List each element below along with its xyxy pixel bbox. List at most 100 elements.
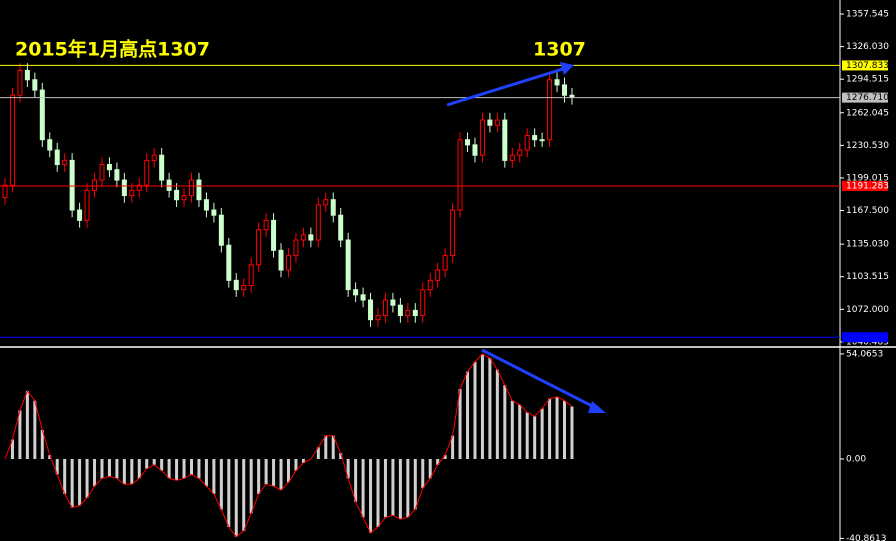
candle-body [278, 249, 284, 271]
candle-body [554, 79, 560, 86]
histogram-bar [272, 458, 276, 487]
y-tick-label: -40.8613 [846, 534, 886, 541]
candle-body [375, 315, 381, 321]
candle-body [524, 135, 530, 151]
candle-body [99, 164, 105, 181]
histogram-bar [249, 458, 253, 514]
signal-line [4, 353, 573, 538]
candle-body [39, 89, 45, 141]
candle-body [256, 229, 262, 266]
candle-body [569, 94, 575, 98]
candle-body [211, 209, 217, 216]
level-label-box [842, 180, 888, 191]
histogram-bar [25, 390, 29, 459]
histogram-bar [107, 458, 111, 477]
histogram-bar [473, 361, 477, 459]
y-tick-label: 1262.045 [846, 108, 889, 118]
candle-body [405, 309, 411, 317]
histogram-bar [339, 453, 343, 459]
histogram-bar [137, 458, 141, 479]
y-tick-label: 1357.545 [846, 10, 889, 20]
histogram-bar [33, 400, 37, 459]
histogram-bar [570, 406, 574, 459]
candle-body [2, 184, 8, 199]
y-tick-label: 1167.500 [846, 206, 889, 216]
histogram-bar [160, 458, 164, 471]
histogram-bar [518, 404, 522, 459]
candle-body [159, 154, 165, 181]
histogram-bar [383, 458, 387, 518]
candle-body [547, 79, 553, 141]
histogram-bar [443, 455, 447, 459]
candle-body [479, 119, 485, 156]
histogram-bar [488, 357, 492, 459]
candle-body [136, 184, 142, 191]
histogram-bar [480, 354, 484, 459]
candle-body [84, 189, 90, 221]
candle-body [315, 204, 321, 241]
histogram-bar [316, 447, 320, 459]
histogram-bar [301, 458, 305, 463]
histogram-bar [130, 458, 134, 485]
arrow-head [560, 62, 574, 75]
candle-body [129, 189, 135, 197]
y-tick-label: 54.0653 [846, 349, 883, 359]
histogram-bar [540, 408, 544, 459]
candle-body [330, 199, 336, 216]
candle-body [106, 164, 112, 171]
histogram-bar [369, 458, 373, 533]
candle-body [308, 234, 314, 241]
candle-body [457, 139, 463, 211]
histogram-bar [93, 458, 97, 487]
candle-body [539, 139, 545, 142]
annotation: 2015年1月高点1307 [15, 38, 210, 61]
histogram-bar [503, 385, 507, 459]
level-label: 1276.710 [846, 93, 889, 103]
candle-body [248, 264, 254, 287]
candle-body [62, 159, 68, 166]
histogram-bar [331, 435, 335, 459]
histogram-bar [145, 458, 149, 469]
histogram-bar [421, 458, 425, 489]
y-tick-label: 1294.515 [846, 75, 889, 85]
candle-body [502, 119, 508, 161]
histogram-bar [525, 412, 529, 459]
candle-body [203, 199, 209, 211]
histogram-bar [167, 458, 171, 479]
y-tick-label: 1072.000 [846, 305, 889, 315]
candle-body [465, 139, 471, 146]
level-label-box [842, 332, 888, 343]
histogram-bar [264, 458, 268, 485]
histogram-bar [212, 458, 216, 494]
candle-body [487, 119, 493, 126]
candle-body [360, 294, 366, 301]
histogram-bar [398, 458, 402, 520]
histogram-bar [227, 458, 231, 528]
candle-body [77, 209, 83, 221]
candle-body [181, 195, 187, 201]
candle-body [151, 154, 157, 161]
y-tick-label: 1230.530 [846, 141, 889, 151]
histogram-bar [55, 458, 59, 475]
histogram-bar [204, 458, 208, 487]
histogram-bar [563, 400, 566, 459]
histogram-bar [190, 458, 193, 475]
candle-body [293, 239, 299, 257]
candle-body [338, 214, 344, 241]
candle-body [226, 244, 232, 281]
candle-body [472, 144, 478, 156]
annotation: 1307 [533, 39, 586, 61]
histogram-bar [10, 439, 14, 459]
y-tick-label: 1040.485 [846, 337, 889, 347]
candle-body [382, 299, 388, 317]
candle-body [435, 269, 441, 281]
y-tick-label: 1326.030 [846, 42, 889, 52]
histogram-bar [115, 458, 119, 479]
trend-arrow [446, 66, 567, 107]
trend-arrow [481, 348, 599, 411]
candle-body [532, 135, 538, 141]
candle-body [69, 159, 75, 211]
arrow-head [588, 401, 606, 413]
histogram-bar [428, 458, 432, 479]
